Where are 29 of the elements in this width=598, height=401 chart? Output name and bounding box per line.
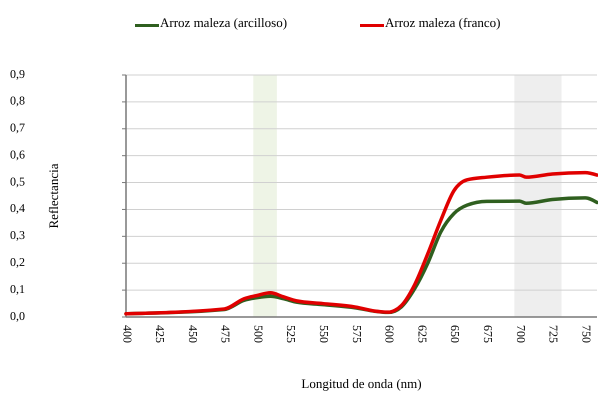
x-tick-label: 675 [481, 325, 496, 343]
y-tick-label: 0,0 [10, 308, 25, 323]
x-tick-label: 475 [218, 325, 233, 343]
y-tick-label: 0,8 [10, 94, 25, 108]
y-tick-label: 0,9 [10, 66, 25, 81]
y-tick-label: 0,6 [10, 147, 25, 162]
x-tick-label: 550 [317, 325, 332, 343]
y-tick-label: 0,4 [10, 201, 25, 216]
x-tick-label: 425 [153, 325, 168, 343]
x-axis-title: Longitud de onda (nm) [301, 376, 422, 391]
y-tick-label: 0,3 [10, 228, 25, 242]
legend-label: Arroz maleza (franco) [385, 15, 500, 30]
x-tick-label: 600 [382, 325, 397, 343]
y-tick-label: 0,5 [10, 174, 25, 188]
y-tick-label: 0,1 [10, 282, 25, 296]
x-tick-label: 450 [186, 325, 200, 343]
y-tick-label: 0,7 [10, 120, 25, 135]
x-tick-label: 400 [120, 325, 134, 343]
y-tick-label: 0,2 [10, 254, 25, 269]
x-tick-label: 700 [514, 325, 528, 343]
x-tick-label: 500 [251, 325, 266, 343]
x-tick-label: 525 [284, 325, 298, 343]
x-tick-label: 650 [448, 325, 462, 343]
x-tick-label: 625 [415, 325, 430, 343]
legend-label: Arroz maleza (arcilloso) [160, 15, 288, 30]
y-axis-title: Reflectancia [46, 163, 61, 228]
x-tick-label: 575 [350, 325, 364, 343]
x-tick-label: 750 [579, 325, 594, 343]
x-tick-label: 725 [546, 325, 561, 343]
